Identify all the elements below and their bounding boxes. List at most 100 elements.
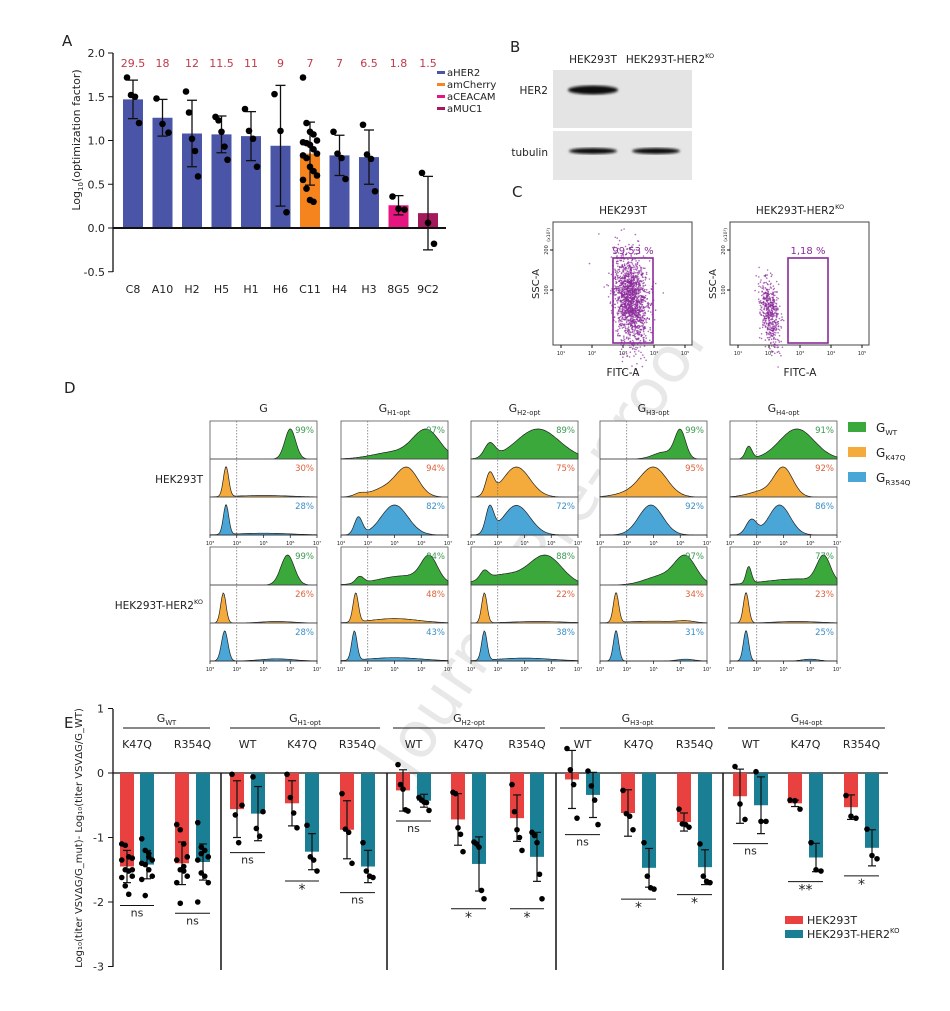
data-point (118, 857, 125, 863)
event-dot (627, 312, 629, 315)
event-dot (767, 328, 769, 331)
event-dot (628, 278, 630, 280)
fold-label: 1.5 (419, 57, 437, 70)
event-dot (648, 317, 651, 320)
event-dot (609, 302, 612, 305)
event-dot (776, 321, 779, 323)
event-dot (634, 305, 636, 308)
data-point (397, 781, 404, 788)
event-dot (759, 281, 762, 283)
event-dot (629, 265, 631, 267)
event-dot (625, 312, 628, 314)
panel-label-a: A (62, 32, 73, 50)
event-dot (775, 302, 777, 305)
x-tick-label: 10⁶ (286, 541, 294, 547)
event-dot (768, 323, 770, 325)
histogram-r354q (600, 630, 708, 662)
data-point (330, 128, 337, 136)
event-dot (775, 310, 778, 312)
row-group-label-main: HEK293T-HER2 (115, 600, 194, 612)
event-dot (629, 330, 631, 333)
event-dot (635, 300, 638, 303)
x-tick-label: 10² (588, 351, 596, 357)
event-dot (768, 321, 770, 323)
data-point (185, 109, 193, 116)
flow-scatter-plot-hek293t: HEK293T 99,53 % SSC-A (x10³) 100 200 10¹ 10² 10³… (531, 205, 693, 379)
x-tick-label: 10³ (337, 541, 345, 547)
event-dot (780, 340, 782, 343)
event-dot (757, 291, 760, 293)
group-header-sub: H2-opt (462, 719, 486, 727)
event-dot (618, 309, 620, 311)
data-point (395, 761, 401, 768)
event-dot (769, 311, 772, 313)
event-dot (779, 305, 781, 308)
event-dot (633, 308, 636, 310)
event-dot (770, 335, 772, 337)
data-point (122, 842, 129, 849)
data-point (184, 854, 191, 860)
event-dot (631, 300, 633, 302)
data-point (313, 150, 321, 157)
data-point (536, 871, 543, 878)
data-point (620, 787, 626, 794)
legend-label: aHER2 (447, 68, 480, 79)
event-dot (618, 319, 620, 322)
x-tick-label: 10⁵ (390, 541, 398, 547)
event-dot (648, 260, 651, 262)
event-dot (617, 314, 619, 316)
percent-label: 48% (426, 590, 445, 600)
event-dot (624, 275, 626, 277)
event-dot (643, 321, 646, 324)
event-dot (638, 310, 640, 312)
event-dot (617, 299, 619, 302)
event-dot (617, 243, 620, 246)
event-dot (646, 302, 649, 305)
data-point (531, 832, 538, 839)
event-dot (641, 317, 643, 319)
percent-label: 28% (295, 628, 314, 638)
event-dot (626, 320, 628, 322)
data-point (853, 815, 859, 821)
event-dot (623, 293, 626, 296)
legend-label-main: HEK293T (807, 914, 857, 927)
event-dot (646, 305, 648, 307)
x-tick-label: 10⁴ (753, 541, 761, 547)
event-dot (623, 263, 626, 265)
y-tick-label: 200 (721, 245, 727, 255)
data-point (400, 786, 406, 792)
event-dot (625, 289, 628, 291)
event-dot (636, 290, 638, 292)
event-dot (632, 300, 634, 302)
event-dot (618, 280, 620, 282)
row-group-label: HEK293T (155, 474, 203, 486)
event-dot (768, 337, 770, 339)
event-dot (765, 304, 767, 306)
histogram-k47q (470, 592, 579, 624)
bar-her2ko (305, 773, 319, 852)
event-dot (622, 269, 624, 271)
blot-tubulin (553, 131, 692, 180)
event-dot (640, 351, 642, 354)
event-dot (623, 337, 625, 339)
event-dot (771, 332, 773, 335)
event-dot (627, 276, 630, 278)
event-dot (630, 271, 632, 274)
event-dot (618, 321, 620, 323)
event-dot (613, 246, 615, 248)
event-dot (628, 307, 631, 309)
event-dot (642, 282, 644, 285)
x-tick-label: 10³ (467, 541, 475, 547)
y-multiplier: (x10³) (723, 228, 729, 242)
event-dot (619, 266, 621, 268)
x-tick-label: 10² (765, 351, 773, 357)
event-dot (631, 259, 633, 262)
event-dot (769, 333, 772, 335)
column-header-main: G (638, 402, 647, 415)
event-dot (633, 311, 636, 313)
y-tick-label: 100 (544, 285, 550, 295)
event-dot (626, 297, 628, 300)
event-dot (629, 293, 632, 295)
subgroup-label: WT (405, 738, 423, 751)
event-dot (645, 321, 648, 324)
